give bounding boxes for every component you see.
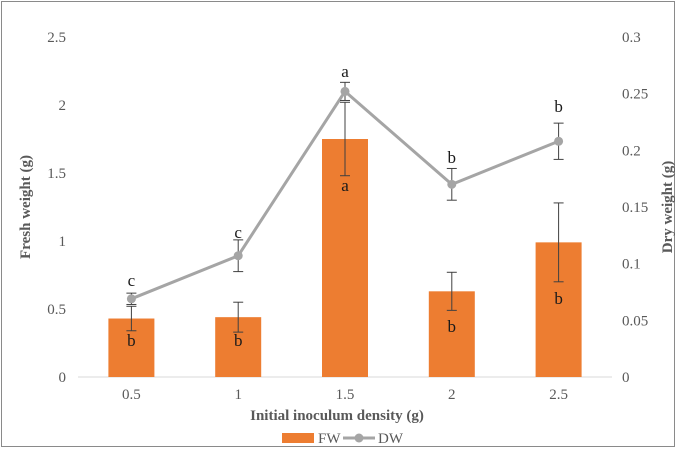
- y-left-tick-label: 1: [59, 234, 67, 250]
- x-tick-label: 1: [234, 387, 242, 403]
- dw-significance-letter: b: [448, 148, 457, 167]
- dw-significance-letter: c: [234, 223, 242, 242]
- y-left-tick-label: 1.5: [47, 166, 66, 182]
- y-right-tick-label: 0: [622, 370, 630, 386]
- dw-point: [554, 136, 564, 146]
- y-left-axis-title: Fresh weight (g): [18, 155, 34, 259]
- legend-fw-label: FW: [318, 431, 341, 447]
- y-right-tick-label: 0.25: [622, 87, 648, 103]
- fw-bar: [322, 139, 368, 377]
- fw-significance-letter: b: [554, 289, 563, 308]
- x-axis-title: Initial inoculum density (g): [250, 408, 424, 424]
- fw-significance-letter: a: [341, 176, 349, 195]
- y-left-tick-label: 2: [59, 98, 67, 114]
- dw-significance-letter: b: [554, 97, 563, 116]
- legend-dw-marker: [354, 433, 364, 443]
- y-left-tick-label: 0: [59, 370, 67, 386]
- y-right-tick-label: 0.1: [622, 257, 641, 273]
- x-tick-label: 2: [448, 387, 456, 403]
- x-tick-label: 2.5: [549, 387, 568, 403]
- legend-dw-label: DW: [378, 431, 404, 447]
- y-right-tick-label: 0.15: [622, 200, 648, 216]
- dw-significance-letter: c: [128, 271, 136, 290]
- dw-point: [233, 251, 243, 261]
- y-left-tick-label: 0.5: [47, 302, 66, 318]
- y-right-tick-label: 0.05: [622, 313, 648, 329]
- dw-point: [126, 294, 136, 304]
- x-tick-label: 0.5: [122, 387, 141, 403]
- y-left-tick-label: 2.5: [47, 30, 66, 46]
- dw-point: [340, 86, 350, 96]
- fw-significance-letter: b: [448, 317, 457, 336]
- y-right-tick-label: 0.3: [622, 30, 641, 46]
- dw-point: [447, 179, 457, 189]
- legend-fw-swatch: [282, 433, 314, 443]
- fw-significance-letter: b: [234, 331, 243, 350]
- fw-significance-letter: b: [127, 331, 136, 350]
- y-right-tick-label: 0.2: [622, 143, 641, 159]
- x-tick-label: 1.5: [336, 387, 355, 403]
- y-right-axis-title: Dry weight (g): [660, 161, 676, 253]
- dw-significance-letter: a: [341, 62, 349, 81]
